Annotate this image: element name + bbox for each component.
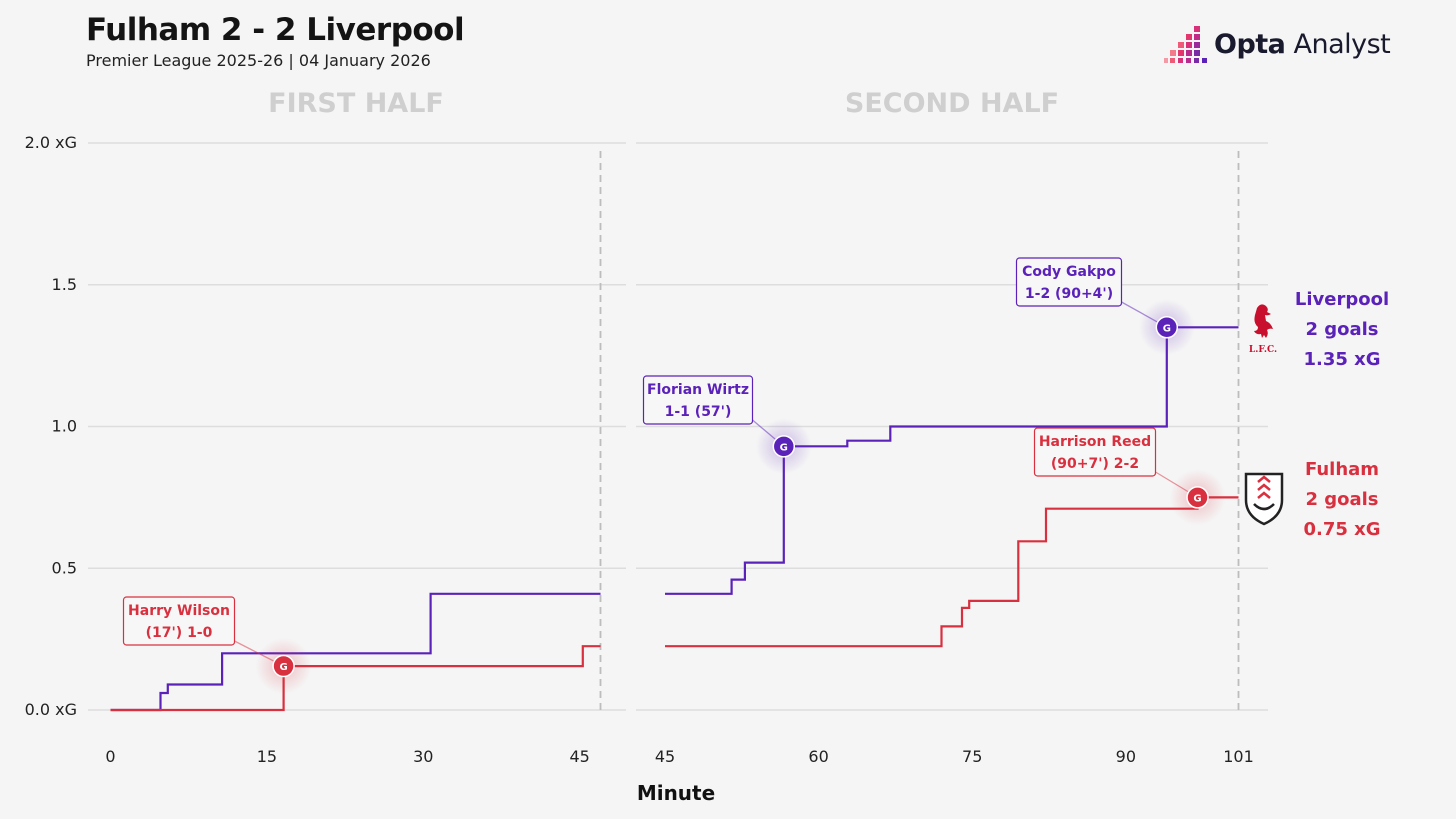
brand-rest: Analyst	[1285, 28, 1391, 60]
y-tick-label: 0.5	[52, 558, 77, 577]
liverpool-crest-icon: L.F.C.	[1249, 304, 1277, 355]
goal-annotation-text: (90+7') 2-2	[1051, 456, 1139, 472]
fulham-shield-curve	[1253, 503, 1275, 511]
x-tick-label: 60	[808, 747, 828, 766]
x-tick-label: 101	[1223, 747, 1254, 766]
series-line-liverpool-second-half	[665, 326, 1239, 595]
series-line-fulham-first-half	[110, 645, 601, 712]
opta-logo-icon	[1164, 26, 1207, 63]
x-tick-label: 30	[413, 747, 433, 766]
goal-marker	[772, 435, 796, 458]
x-tick-label: 90	[1116, 747, 1136, 766]
axis-layer: 0.0 xG 0.5 1.0 1.5 2.0 xG FIRST HALF 0 15 30 45 SE…	[25, 88, 1254, 805]
team-summary-text: 0.75 xG	[1303, 519, 1380, 540]
liverpool-crest-text: L.F.C.	[1249, 345, 1277, 355]
x-tick-label: 45	[655, 747, 675, 766]
team-summary-text: 2 goals	[1305, 319, 1378, 340]
series-layer	[110, 326, 1239, 712]
summary-layer: Liverpool 2 goals 1.35 xG Fulham 2 goals 0.75…	[1244, 289, 1389, 540]
goal-marker-label: G	[1163, 323, 1171, 334]
series-line-fulham-second-half	[665, 496, 1239, 648]
goal-annotation-box	[1015, 257, 1123, 307]
goal-annotation-box	[122, 596, 236, 646]
goal-annotation-text: Florian Wirtz	[647, 382, 749, 398]
series-line-liverpool-first-half	[110, 592, 601, 712]
x-tick-label: 75	[962, 747, 982, 766]
goal-marker-label: G	[780, 442, 788, 453]
annotation-layer: G Harry Wilson (17') 1-0 G Florian Wirtz 1-1 …	[122, 257, 1226, 695]
goal-annotation-text: 1-2 (90+4')	[1025, 286, 1113, 302]
team-summary-text: 1.35 xG	[1303, 349, 1380, 370]
y-tick-label: 1.0	[52, 417, 77, 436]
fulham-shield-shape	[1244, 472, 1284, 526]
goal-annotation-box	[642, 375, 754, 425]
opta-analyst-logo: Opta Analyst	[1164, 24, 1391, 64]
fulham-crest-icon	[1244, 472, 1284, 526]
x-tick-label: 45	[569, 747, 589, 766]
goal-marker	[1186, 486, 1209, 509]
goal-marker	[1155, 316, 1179, 339]
x-tick-label: 15	[257, 747, 277, 766]
team-summary-text: 2 goals	[1305, 489, 1378, 510]
x-tick-label: 0	[105, 747, 115, 766]
goal-annotation-box	[1033, 427, 1157, 477]
team-summary-text: Liverpool	[1295, 289, 1389, 310]
opta-analyst-wordmark: Opta Analyst	[1214, 28, 1391, 60]
half-title: SECOND HALF	[845, 88, 1059, 119]
goal-annotation-text: Cody Gakpo	[1022, 264, 1116, 280]
y-tick-label: 2.0 xG	[25, 133, 77, 152]
goal-annotation-text: Harry Wilson	[128, 603, 230, 619]
goal-annotation-text: 1-1 (57')	[665, 404, 732, 420]
y-tick-label: 0.0 xG	[25, 700, 77, 719]
team-summary-text: Fulham	[1305, 459, 1379, 480]
page-title: Fulham 2 - 2 Liverpool	[86, 12, 465, 48]
brand-bold: Opta	[1214, 28, 1286, 60]
half-title: FIRST HALF	[268, 88, 444, 119]
goal-marker-label: G	[279, 662, 287, 673]
goal-annotation-text: Harrison Reed	[1039, 434, 1151, 450]
page-subtitle: Premier League 2025-26 | 04 January 2026	[86, 51, 431, 70]
x-axis-title: Minute	[637, 781, 715, 805]
goal-marker-label: G	[1193, 493, 1201, 504]
liver-bird-shape	[1254, 304, 1273, 338]
goal-annotation-text: (17') 1-0	[146, 625, 213, 641]
y-tick-label: 1.5	[52, 275, 77, 294]
goal-marker	[272, 654, 295, 678]
fulham-shield-chevrons	[1257, 475, 1271, 499]
